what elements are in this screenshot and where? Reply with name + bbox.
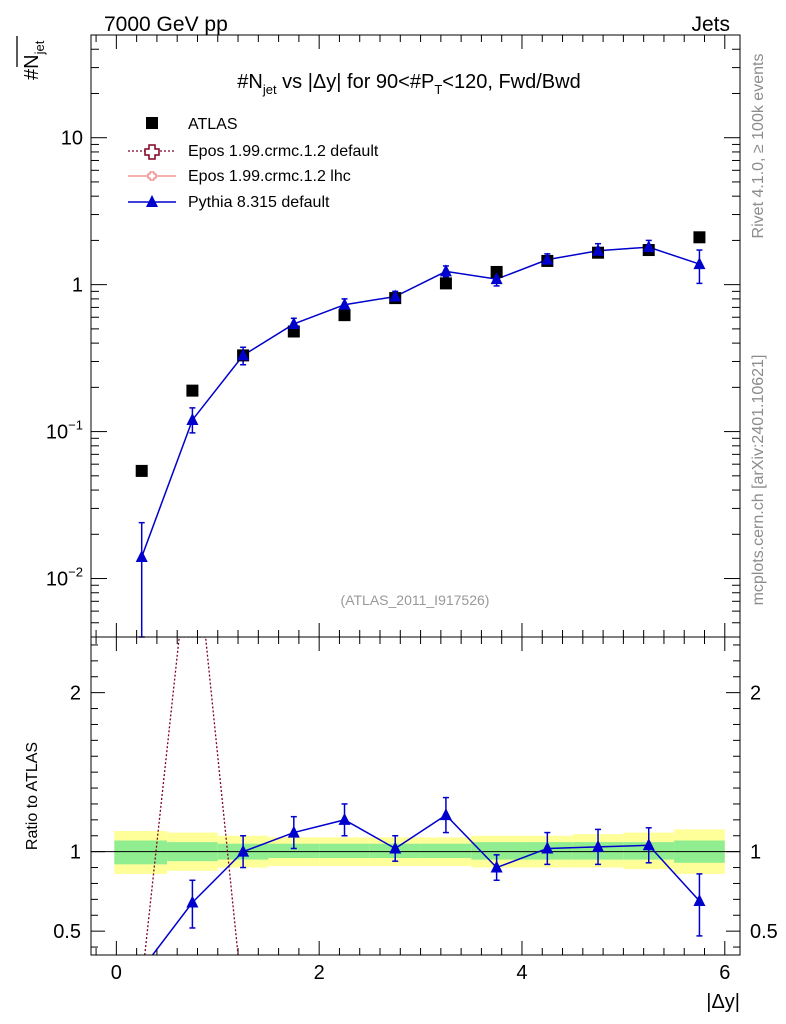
- ratio-plot-frame: [90, 636, 741, 956]
- pythia-ratio-point: [693, 893, 706, 906]
- ratio-x-tick-label: 6: [719, 962, 730, 984]
- pythia-point: [439, 264, 452, 277]
- pythia-ratio-point: [287, 825, 300, 838]
- legend-epos-lhc-label: Epos 1.99.crmc.1.2 lhc: [188, 168, 351, 185]
- ratio-inner-band: [420, 843, 472, 859]
- main-y-tick-label: 10−2: [46, 565, 83, 591]
- ratio-series: [136, 637, 706, 974]
- pythia-ratio-point: [439, 808, 452, 821]
- pythia-ratio-point: [136, 962, 148, 974]
- analysis-watermark: (ATLAS_2011_I917526): [341, 592, 490, 608]
- legend-epos-lhc-marker: [147, 171, 157, 181]
- pythia-ratio-point: [490, 860, 503, 873]
- atlas-point: [186, 384, 199, 397]
- pythia-ratio-point: [642, 838, 655, 851]
- pythia-ratio-line: [151, 814, 700, 955]
- atlas-point: [490, 265, 503, 278]
- pythia-point: [338, 297, 351, 310]
- pythia-ratio-point: [389, 841, 402, 854]
- header-process-label: Jets: [691, 13, 730, 36]
- ratio-x-axis-label: |Δy|: [706, 991, 740, 1013]
- atlas-point: [693, 231, 706, 244]
- legend-atlas-marker: [146, 117, 158, 129]
- mcplots-source-label: mcplots.cern.ch [arXiv:2401.10621]: [750, 355, 767, 606]
- pythia-point: [135, 550, 148, 563]
- pythia-ratio-point: [186, 895, 199, 908]
- main-series: [135, 231, 706, 638]
- rivet-version-label: Rivet 4.1.0, ≥ 100k events: [750, 54, 767, 239]
- atlas-point: [338, 309, 351, 322]
- ratio-inner-band: [268, 843, 320, 859]
- pythia-point: [642, 240, 655, 253]
- main-y-tick-label: 10: [61, 128, 83, 150]
- legend: ATLAS Epos 1.99.crmc.1.2 default Epos 1.…: [128, 116, 379, 211]
- ratio-y-tick-label-right: 1: [750, 842, 761, 864]
- ratio-axis-ticks: 0 2 4 6 0.5 0.5 1 1 2 2: [53, 637, 778, 984]
- main-y-label-sub: jet: [32, 40, 47, 55]
- main-plot-title: #Njet vs |Δy| for 90<#PT<120, Fwd/Bwd: [237, 71, 580, 97]
- main-y-label-text: #N: [21, 54, 43, 80]
- main-y-tick-label: 1: [72, 275, 83, 297]
- header-energy-label: 7000 GeV pp: [104, 13, 228, 36]
- ratio-y-tick-label-right: 0.5: [750, 921, 778, 943]
- legend-epos-default-label: Epos 1.99.crmc.1.2 default: [188, 143, 379, 160]
- ratio-x-tick-label: 2: [314, 962, 325, 984]
- ratio-x-tick-label: 0: [111, 962, 122, 984]
- legend-pythia-label: Pythia 8.315 default: [188, 194, 330, 211]
- svg-text:#Njet: #Njet: [21, 40, 47, 80]
- ratio-inner-band: [319, 843, 370, 859]
- atlas-point: [439, 277, 452, 290]
- ratio-uncertainty-bands: [91, 829, 740, 874]
- legend-epos-default-marker: [144, 144, 160, 160]
- atlas-point: [135, 464, 148, 477]
- main-y-axis-label: #Njet: [16, 36, 47, 80]
- pythia-point: [592, 243, 605, 256]
- pythia-ratio-point: [338, 812, 351, 825]
- pythia-point: [186, 412, 199, 425]
- main-y-tick-label: 10−1: [46, 418, 83, 444]
- pythia-ratio-point: [592, 839, 605, 852]
- pythia-point: [237, 348, 250, 361]
- ratio-y-tick-label: 1: [70, 842, 81, 864]
- ratio-y-tick-label-right: 2: [750, 683, 761, 705]
- pythia-point: [541, 252, 554, 265]
- pythia-line: [140, 246, 700, 558]
- pythia-point: [490, 272, 503, 285]
- pythia-ratio-point: [237, 844, 250, 857]
- main-axis-ticks: 10−2 10−1 1 10: [46, 34, 740, 638]
- legend-atlas-label: ATLAS: [188, 116, 238, 133]
- svg-text:#Njet vs |Δy| for 90<#PT<120,: #Njet vs |Δy| for 90<#PT<120, Fwd/Bwd: [237, 71, 580, 97]
- ratio-x-tick-label: 4: [516, 962, 527, 984]
- ratio-y-axis-label: Ratio to ATLAS: [24, 742, 41, 850]
- ratio-y-tick-label: 0.5: [53, 921, 81, 943]
- ratio-series-group: [136, 637, 706, 974]
- pythia-point: [287, 316, 300, 329]
- pythia-point: [389, 289, 402, 302]
- ratio-y-tick-label: 2: [70, 683, 81, 705]
- pythia-ratio-point: [541, 841, 554, 854]
- ratio-inner-band: [114, 840, 168, 865]
- legend-pythia-marker: [146, 195, 158, 207]
- pythia-point: [693, 257, 706, 270]
